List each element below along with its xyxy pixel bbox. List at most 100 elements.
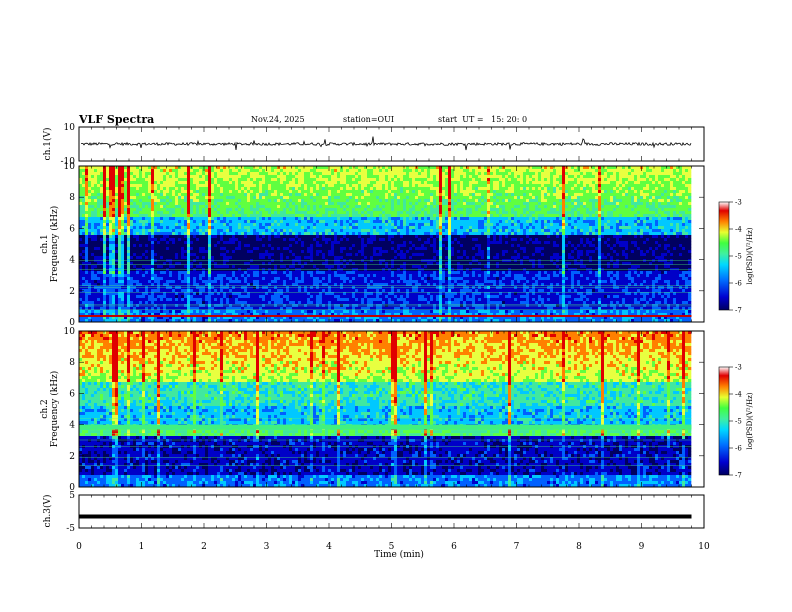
spectrogram-cell: [556, 202, 560, 206]
spectrogram-cell: [595, 184, 599, 188]
spectrogram-cell: [403, 166, 407, 170]
spectrogram-cell: [670, 181, 674, 185]
spectrogram-cell: [85, 196, 89, 200]
spectrogram-cell: [637, 202, 641, 206]
spectrogram-cell: [307, 184, 311, 188]
spectrogram-cell: [241, 178, 245, 182]
spectrogram-cell: [106, 166, 110, 170]
spectrogram-cell: [397, 187, 401, 191]
spectrogram-cell: [634, 199, 638, 203]
spectrogram-cell: [262, 175, 266, 179]
spectrogram-cell: [178, 199, 182, 203]
spectrogram-cell: [121, 220, 125, 224]
spectrogram-cell: [220, 178, 224, 182]
spectrogram-cell: [343, 217, 347, 221]
spectrogram-cell: [79, 172, 83, 176]
spectrogram-cell: [319, 220, 323, 224]
spectrogram-cell: [175, 184, 179, 188]
spectrogram-cell: [643, 235, 647, 239]
spectrogram-cell: [619, 184, 623, 188]
spectrogram-cell: [166, 232, 170, 236]
spectrogram-cell: [337, 217, 341, 221]
spectrogram-cell: [364, 223, 368, 227]
spectrogram-cell: [592, 187, 596, 191]
spectrogram-cell: [583, 166, 587, 170]
spectrogram-cell: [448, 229, 452, 233]
spectrogram-cell: [361, 187, 365, 191]
spectrogram-cell: [148, 178, 152, 182]
spectrogram-cell: [448, 169, 452, 173]
spectrogram-cell: [223, 223, 227, 227]
spectrogram-cell: [79, 211, 83, 215]
spectrogram-cell: [157, 223, 161, 227]
spectrogram-cell: [232, 217, 236, 221]
spectrogram-cell: [685, 205, 689, 209]
spectrogram-cell: [553, 184, 557, 188]
spectrogram-cell: [277, 226, 281, 230]
spectrogram-cell: [163, 214, 167, 218]
spectrogram-cell: [382, 208, 386, 212]
spectrogram-cell: [142, 214, 146, 218]
spectrogram-cell: [262, 196, 266, 200]
spectrogram-cell: [115, 229, 119, 233]
spectrogram-cell: [478, 205, 482, 209]
spectrogram-cell: [196, 181, 200, 185]
spectrogram-cell: [616, 211, 620, 215]
spectrogram-cell: [406, 193, 410, 197]
spectrogram-cell: [487, 169, 491, 173]
spectrogram-cell: [616, 184, 620, 188]
spectrogram-cell: [361, 217, 365, 221]
spectrogram-cell: [652, 211, 656, 215]
spectrogram-cell: [277, 169, 281, 173]
spectrogram-cell: [106, 199, 110, 203]
spectrogram-cell: [448, 223, 452, 227]
spectrogram-cell: [607, 172, 611, 176]
spectrogram-cell: [469, 196, 473, 200]
spectrogram-cell: [316, 220, 320, 224]
spectrogram-cell: [88, 166, 92, 170]
spectrogram-cell: [481, 220, 485, 224]
spectrogram-cell: [616, 226, 620, 230]
spectrogram-cell: [367, 169, 371, 173]
spectrogram-cell: [205, 211, 209, 215]
spectrogram-cell: [601, 208, 605, 212]
spectrogram-cell: [529, 226, 533, 230]
spectrogram-cell: [652, 175, 656, 179]
spectrogram-cell: [142, 199, 146, 203]
spectrogram-cell: [409, 196, 413, 200]
spectrogram-cell: [643, 208, 647, 212]
spectrogram-cell: [166, 184, 170, 188]
spectrogram-cell: [505, 178, 509, 182]
spectrogram-cell: [568, 166, 572, 170]
spectrogram-cell: [277, 202, 281, 206]
spectrogram-cell: [256, 217, 260, 221]
spectrogram-cell: [358, 166, 362, 170]
spectrogram-cell: [112, 166, 116, 170]
spectrogram-cell: [622, 235, 626, 239]
spectrogram-cell: [622, 166, 626, 170]
spectrogram-cell: [271, 172, 275, 176]
spectrogram-cell: [280, 190, 284, 194]
spectrogram-cell: [256, 190, 260, 194]
spectrogram-cell: [463, 217, 467, 221]
spectrogram-cell: [589, 217, 593, 221]
spectrogram-cell: [337, 214, 341, 218]
spectrogram-cell: [256, 238, 260, 242]
spectrogram-cell: [229, 202, 233, 206]
spectrogram-cell: [628, 229, 632, 233]
spectrogram-cell: [583, 208, 587, 212]
spectrogram-cell: [160, 190, 164, 194]
spectrogram-cell: [625, 223, 629, 227]
spectrogram-cell: [346, 181, 350, 185]
spectrogram-cell: [232, 178, 236, 182]
spectrogram-cell: [352, 184, 356, 188]
spectrogram-cell: [85, 166, 89, 170]
spectrogram-cell: [157, 172, 161, 176]
spectrogram-cell: [379, 190, 383, 194]
spectrogram-cell: [220, 235, 224, 239]
spectrogram-cell: [85, 202, 89, 206]
spectrogram-cell: [301, 229, 305, 233]
spectrogram-cell: [298, 181, 302, 185]
spectrogram-cell: [610, 181, 614, 185]
spectrogram-cell: [451, 202, 455, 206]
